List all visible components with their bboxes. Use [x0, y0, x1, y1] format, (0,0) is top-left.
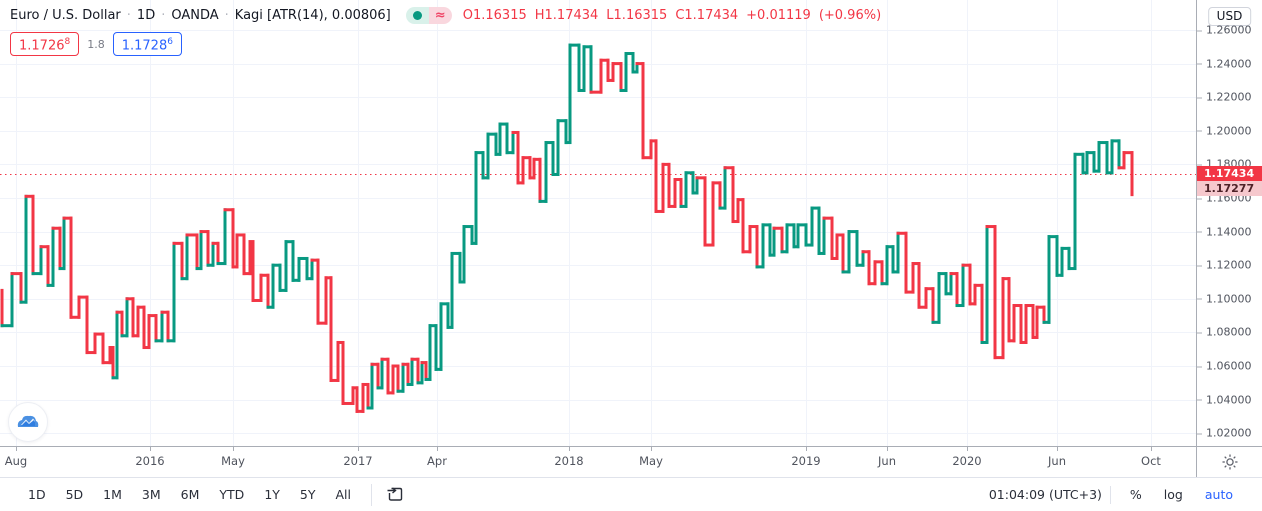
time-tick-label: Jun	[1048, 454, 1066, 468]
change-percent: (+0.96%)	[818, 8, 882, 23]
change-value: +0.01119	[746, 8, 811, 23]
high-value: H1.17434	[534, 8, 599, 23]
time-tick-label: Aug	[4, 454, 28, 468]
kagi-series	[0, 43, 1134, 413]
toolbar-divider	[1109, 485, 1111, 504]
separator: ·	[224, 8, 229, 23]
time-tick	[16, 447, 17, 451]
currency-toggle-button[interactable]: USD	[1207, 7, 1252, 26]
range-buttons: 1D 5D 1M 3M 6M YTD 1Y 5Y All	[18, 480, 361, 510]
study-label[interactable]: Kagi [ATR(14), 0.00806]	[234, 8, 391, 23]
low-value: L1.16315	[606, 8, 668, 23]
buy-price-button[interactable]: 1.17286	[112, 32, 182, 57]
auto-scale-button[interactable]: auto	[1204, 487, 1233, 502]
time-tick-label: 2016	[135, 454, 165, 468]
separator: ·	[161, 8, 166, 23]
price-tick-label: 1.04000	[1197, 393, 1252, 407]
market-open-dot-icon	[412, 11, 422, 20]
range-button-1d[interactable]: 1D	[28, 486, 46, 502]
range-button-1y[interactable]: 1Y	[264, 486, 280, 502]
range-button-5d[interactable]: 5D	[65, 486, 84, 502]
time-tick	[569, 447, 570, 451]
price-tick-label: 1.22000	[1197, 90, 1252, 104]
time-tick-label: 2017	[343, 454, 373, 468]
time-tick-label: Apr	[427, 454, 447, 468]
time-tick-label: May	[639, 454, 663, 468]
time-tick-label: Oct	[1141, 454, 1161, 468]
time-tick	[1151, 447, 1152, 451]
go-to-date-button[interactable]	[382, 482, 408, 508]
price-tick-label: 1.06000	[1197, 359, 1252, 373]
price-scale[interactable]: USD 1.26000 1.24000 1.22000 1.20000 1.18000 1…	[1196, 0, 1262, 446]
range-button-5y[interactable]: 5Y	[299, 486, 316, 502]
ohlc-values: O1.16315 H1.17434 L1.16315 C1.17434 +0.0…	[463, 8, 881, 23]
time-tick	[967, 447, 968, 451]
time-tick	[806, 447, 807, 451]
bid-price-badge: 1.17277	[1197, 181, 1262, 197]
range-button-1m[interactable]: 1M	[103, 486, 122, 502]
close-value: C1.17434	[675, 8, 739, 23]
time-tick-label: Jun	[878, 454, 896, 468]
range-button-ytd[interactable]: YTD	[219, 486, 245, 502]
time-tick-label: May	[221, 454, 245, 468]
market-status-chips[interactable]: ≈	[405, 7, 452, 24]
approx-price-chip[interactable]: ≈	[428, 7, 452, 24]
price-tick-label: 1.10000	[1197, 292, 1252, 306]
chart-pane[interactable]: Euro / U.S. Dollar · 1D · OANDA · Kagi […	[0, 0, 1196, 446]
price-tick-label: 1.26000	[1197, 23, 1252, 37]
symbol-title[interactable]: Euro / U.S. Dollar	[10, 8, 121, 23]
price-tick-label: 1.08000	[1197, 325, 1252, 339]
range-button-6m[interactable]: 6M	[180, 486, 200, 502]
legend: Euro / U.S. Dollar · 1D · OANDA · Kagi […	[10, 7, 881, 24]
log-scale-button[interactable]: log	[1163, 487, 1183, 502]
time-tick	[887, 447, 888, 451]
go-to-date-icon	[387, 487, 402, 501]
kagi-chart	[0, 0, 1196, 446]
time-tick	[651, 447, 652, 451]
scale-settings-corner[interactable]	[1196, 446, 1262, 477]
exchange-label[interactable]: OANDA	[171, 8, 219, 23]
range-button-3m[interactable]: 3M	[141, 486, 161, 502]
grid-lines	[0, 0, 1196, 446]
time-tick	[233, 447, 234, 451]
price-tick-label: 1.12000	[1197, 258, 1252, 272]
separator: ·	[126, 8, 131, 23]
time-tick-label: 2019	[791, 454, 821, 468]
clock-label[interactable]: 01:04:09 (UTC+3)	[988, 487, 1102, 502]
percent-scale-button[interactable]: %	[1129, 487, 1142, 502]
time-tick	[150, 447, 151, 451]
time-tick	[1057, 447, 1058, 451]
bottom-toolbar: 1D 5D 1M 3M 6M YTD 1Y 5Y All 01:04:09 (UTC+3) % …	[0, 477, 1262, 511]
last-price-badge: 1.17434	[1197, 166, 1262, 182]
toolbar-divider	[371, 483, 372, 506]
price-tick-label: 1.14000	[1197, 225, 1252, 239]
range-button-all[interactable]: All	[335, 486, 352, 502]
toolbar-right-group: 01:04:09 (UTC+3) % log auto	[988, 485, 1244, 504]
interval-label[interactable]: 1D	[136, 8, 156, 23]
scale-settings-icon[interactable]	[1221, 453, 1239, 471]
sell-price-button[interactable]: 1.17268	[10, 32, 80, 57]
time-scale[interactable]: Aug 2016 May 2017 Apr 2018 May 2019 Jun 2020 Jun Oc…	[0, 446, 1196, 477]
time-tick	[358, 447, 359, 451]
mountain-chart-icon	[17, 415, 39, 427]
market-open-chip[interactable]	[405, 7, 429, 24]
date-range-group: 1D 5D 1M 3M 6M YTD 1Y 5Y All	[18, 480, 408, 510]
time-tick	[437, 447, 438, 451]
spread-value: 1.8	[87, 37, 105, 51]
time-tick-label: 2020	[952, 454, 982, 468]
price-tick-label: 1.20000	[1197, 124, 1252, 138]
time-tick-label: 2018	[554, 454, 584, 468]
open-value: O1.16315	[462, 8, 527, 23]
symbol-logo-button[interactable]	[8, 402, 48, 442]
price-tick-label: 1.02000	[1197, 426, 1252, 440]
price-tick-label: 1.24000	[1197, 57, 1252, 71]
bid-ask-row: 1.17268 1.8 1.17286	[10, 32, 182, 57]
